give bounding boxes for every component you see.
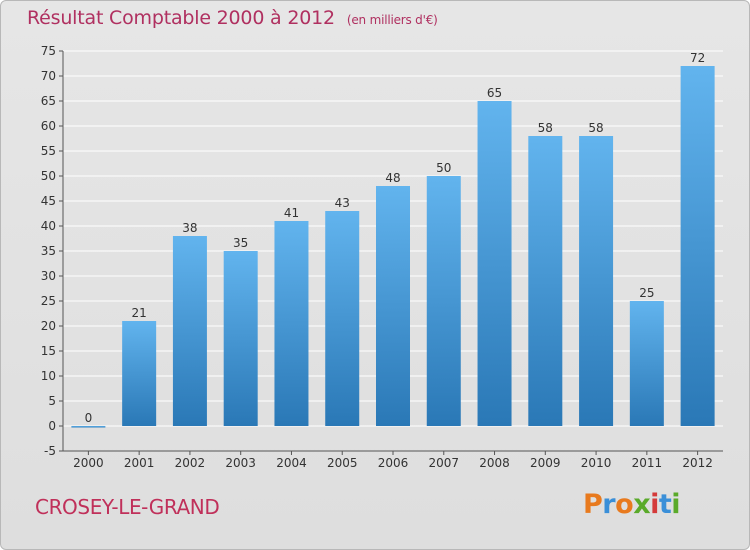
x-tick-label: 2004 <box>276 456 307 470</box>
y-tick-label: 10 <box>41 369 56 383</box>
bar <box>274 221 309 426</box>
chart-title-main: Résultat Comptable 2000 à 2012 <box>27 7 335 29</box>
bar-value-label: 58 <box>588 121 603 135</box>
bar <box>122 321 157 426</box>
bar <box>71 426 106 428</box>
x-tick-label: 2010 <box>581 456 612 470</box>
bar-value-label: 38 <box>182 221 197 235</box>
y-tick-label: 60 <box>41 119 56 133</box>
bar-value-label: 58 <box>538 121 553 135</box>
bar <box>477 101 512 426</box>
logo-letter: r <box>602 489 616 520</box>
y-tick-label: 55 <box>41 144 56 158</box>
bar <box>172 236 207 426</box>
y-tick-label: 50 <box>41 169 56 183</box>
bar-value-label: 21 <box>132 306 147 320</box>
y-tick-label: 25 <box>41 294 56 308</box>
y-tick-label: 75 <box>41 44 56 58</box>
y-tick-label: 15 <box>41 344 56 358</box>
x-tick-label: 2006 <box>378 456 409 470</box>
bar <box>528 136 563 426</box>
bar <box>325 211 360 426</box>
bar <box>426 176 461 426</box>
commune-name: CROSEY-LE-GRAND <box>35 495 220 519</box>
y-tick-label: 5 <box>48 394 56 408</box>
logo-letter: x <box>633 489 651 520</box>
bar <box>376 186 410 426</box>
x-tick-label: 2002 <box>175 456 206 470</box>
x-tick-label: 2005 <box>327 456 358 470</box>
logo-letter: o <box>615 489 634 520</box>
y-tick-label: -5 <box>44 444 56 458</box>
logo-letter: P <box>583 489 603 520</box>
bar <box>579 136 614 426</box>
y-tick-label: 70 <box>41 69 56 83</box>
y-tick-label: 40 <box>41 219 56 233</box>
logo-letter: i <box>650 489 659 520</box>
bar-value-label: 35 <box>233 236 248 250</box>
logo-letter: t <box>658 489 672 520</box>
bar-value-label: 72 <box>690 51 705 65</box>
x-tick-label: 2003 <box>225 456 256 470</box>
bar-value-label: 25 <box>639 286 654 300</box>
x-tick-label: 2012 <box>682 456 713 470</box>
x-tick-label: 2000 <box>73 456 104 470</box>
y-tick-label: 20 <box>41 319 56 333</box>
x-tick-label: 2001 <box>124 456 155 470</box>
chart-title: Résultat Comptable 2000 à 2012 (en millie… <box>27 7 438 29</box>
logo-letter: i <box>671 489 681 520</box>
proxiti-logo: Proxiti <box>583 489 681 520</box>
bar-value-label: 65 <box>487 86 502 100</box>
bar <box>629 301 664 426</box>
x-tick-label: 2009 <box>530 456 561 470</box>
x-tick-label: 2011 <box>632 456 663 470</box>
bar <box>223 251 258 426</box>
x-tick-label: 2007 <box>428 456 459 470</box>
bar <box>680 66 715 426</box>
x-tick-label: 2008 <box>479 456 510 470</box>
y-tick-label: 0 <box>48 419 56 433</box>
bar-value-label: 43 <box>335 196 350 210</box>
y-tick-label: 65 <box>41 94 56 108</box>
bar-value-label: 48 <box>385 171 400 185</box>
bar-value-label: 41 <box>284 206 299 220</box>
chart-title-unit: (en milliers d'€) <box>346 13 438 27</box>
bar-value-label: 50 <box>436 161 451 175</box>
y-tick-label: 30 <box>41 269 56 283</box>
y-tick-label: 35 <box>41 244 56 258</box>
y-tick-label: 45 <box>41 194 56 208</box>
bar-value-label: 0 <box>85 411 93 425</box>
